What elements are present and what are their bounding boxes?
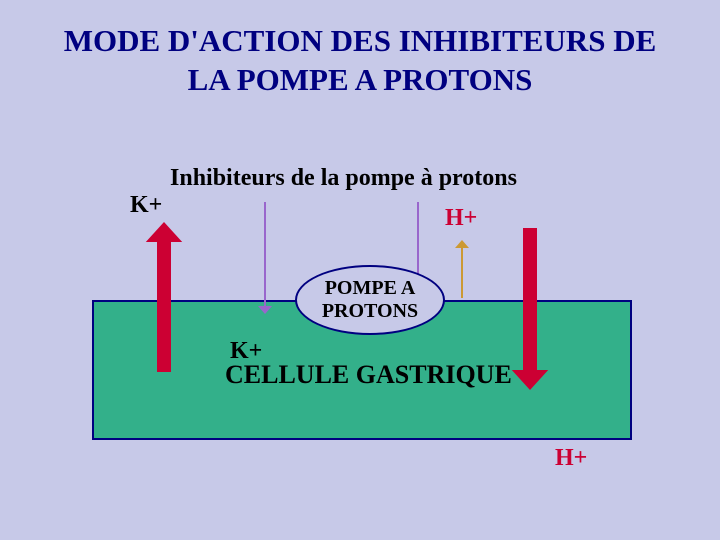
page-title: MODE D'ACTION DES INHIBITEURS DE LA POMP… [0, 0, 720, 100]
h-plus-bottom-label: H+ [555, 445, 587, 472]
gastric-cell-label: CELLULE GASTRIQUE [225, 360, 512, 390]
diagram-container: POMPE A PROTONS Inhibiteurs de la pompe … [0, 150, 720, 510]
h-plus-top-label: H+ [445, 205, 477, 232]
pump-label-line-2: PROTONS [322, 300, 418, 322]
title-line-2: LA POMPE A PROTONS [188, 62, 533, 97]
title-line-1: MODE D'ACTION DES INHIBITEURS DE [64, 23, 657, 58]
proton-pump-box: POMPE A PROTONS [295, 265, 445, 335]
k-plus-top-label: K+ [130, 192, 162, 219]
inhibitors-label: Inhibiteurs de la pompe à protons [170, 165, 517, 192]
pump-label-line-1: POMPE A [325, 277, 416, 299]
